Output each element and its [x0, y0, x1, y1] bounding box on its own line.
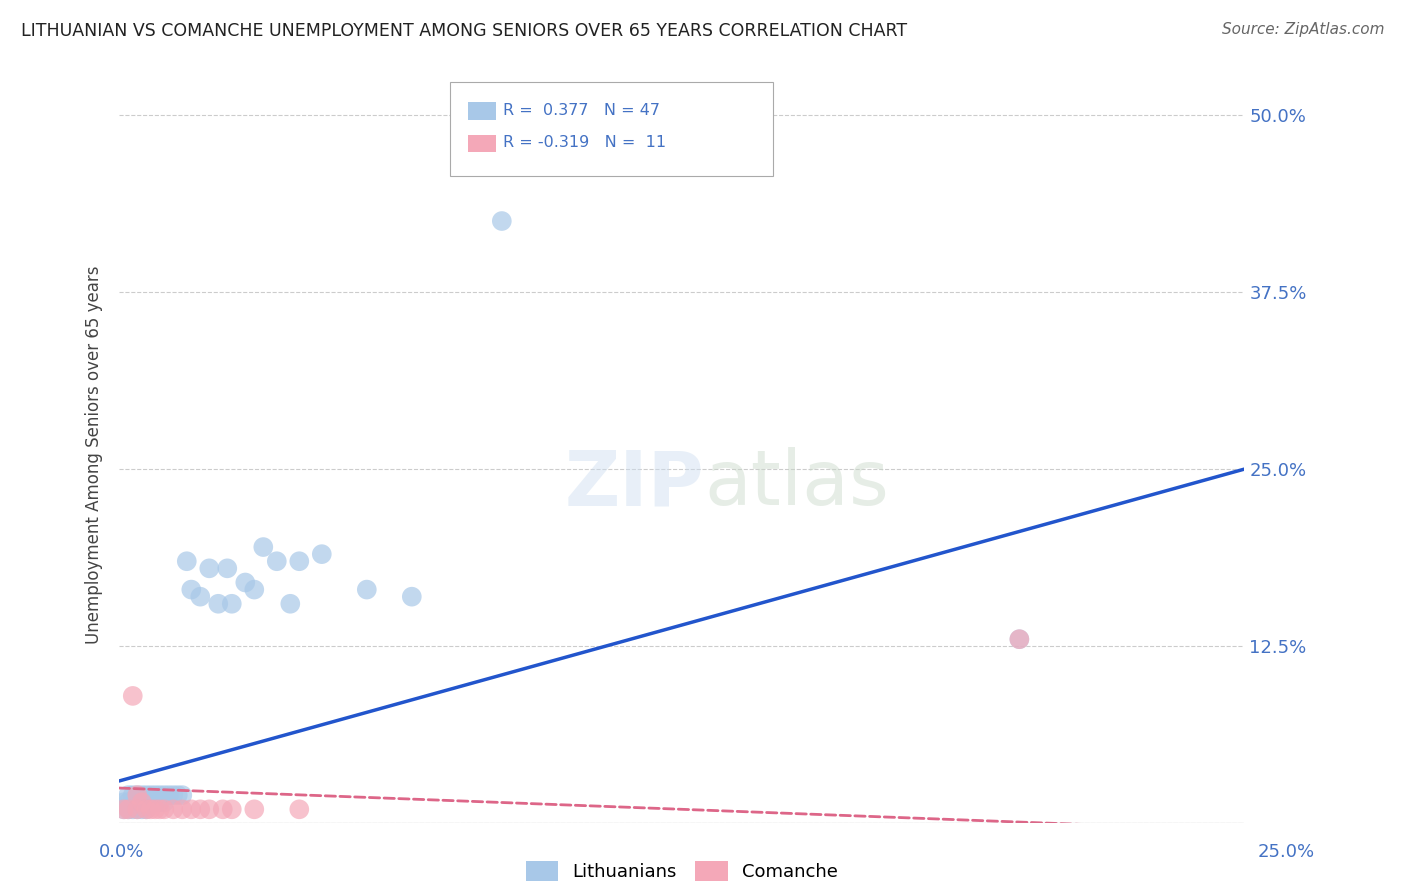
Point	[135, 802, 157, 816]
Point	[166, 788, 188, 802]
Point	[135, 795, 157, 809]
Point	[143, 788, 166, 802]
Point	[149, 802, 172, 816]
Point	[139, 795, 162, 809]
Point	[131, 788, 153, 802]
Point	[243, 582, 266, 597]
Point	[356, 582, 378, 597]
Point	[288, 802, 311, 816]
Text: ZIP: ZIP	[565, 448, 704, 522]
Point	[121, 802, 143, 816]
Point	[143, 802, 166, 816]
Text: R = -0.319   N =  11: R = -0.319 N = 11	[503, 135, 666, 150]
Point	[243, 802, 266, 816]
Point	[198, 802, 221, 816]
Point	[172, 802, 194, 816]
Point	[149, 795, 172, 809]
Point	[117, 795, 139, 809]
Point	[127, 788, 149, 802]
Point	[121, 788, 143, 802]
Point	[1008, 632, 1031, 647]
Point	[117, 802, 139, 816]
Point	[112, 795, 135, 809]
Point	[112, 802, 135, 816]
Point	[198, 561, 221, 575]
Point	[117, 788, 139, 802]
Text: 25.0%: 25.0%	[1257, 843, 1315, 861]
Point	[135, 788, 157, 802]
Point	[278, 597, 301, 611]
Point	[127, 802, 149, 816]
Point	[266, 554, 288, 568]
Y-axis label: Unemployment Among Seniors over 65 years: Unemployment Among Seniors over 65 years	[86, 266, 103, 644]
Point	[180, 582, 202, 597]
Point	[1008, 632, 1031, 647]
Point	[153, 788, 176, 802]
Point	[221, 802, 243, 816]
Text: atlas: atlas	[704, 448, 889, 522]
Point	[127, 802, 149, 816]
Point	[288, 554, 311, 568]
Point	[180, 802, 202, 816]
Point	[121, 689, 143, 703]
Point	[153, 802, 176, 816]
Point	[139, 802, 162, 816]
Point	[121, 795, 143, 809]
Point	[188, 590, 211, 604]
Point	[157, 788, 180, 802]
Point	[112, 802, 135, 816]
Text: R =  0.377   N = 47: R = 0.377 N = 47	[503, 103, 661, 118]
Point	[139, 788, 162, 802]
Text: Source: ZipAtlas.com: Source: ZipAtlas.com	[1222, 22, 1385, 37]
Point	[131, 802, 153, 816]
Point	[162, 788, 184, 802]
Point	[311, 547, 333, 561]
Point	[162, 802, 184, 816]
Point	[176, 554, 198, 568]
Point	[135, 802, 157, 816]
Point	[172, 788, 194, 802]
Point	[217, 561, 239, 575]
Point	[127, 795, 149, 809]
Point	[211, 802, 233, 816]
Point	[221, 597, 243, 611]
Point	[401, 590, 423, 604]
Point	[149, 788, 172, 802]
Point	[207, 597, 229, 611]
Point	[143, 795, 166, 809]
Point	[131, 795, 153, 809]
Text: LITHUANIAN VS COMANCHE UNEMPLOYMENT AMONG SENIORS OVER 65 YEARS CORRELATION CHAR: LITHUANIAN VS COMANCHE UNEMPLOYMENT AMON…	[21, 22, 907, 40]
Point	[117, 802, 139, 816]
Point	[127, 788, 149, 802]
Legend: Lithuanians, Comanche: Lithuanians, Comanche	[519, 854, 845, 888]
Text: 0.0%: 0.0%	[98, 843, 143, 861]
Point	[491, 214, 513, 228]
Point	[131, 795, 153, 809]
Point	[188, 802, 211, 816]
Point	[153, 795, 176, 809]
Point	[252, 540, 274, 554]
Point	[233, 575, 256, 590]
